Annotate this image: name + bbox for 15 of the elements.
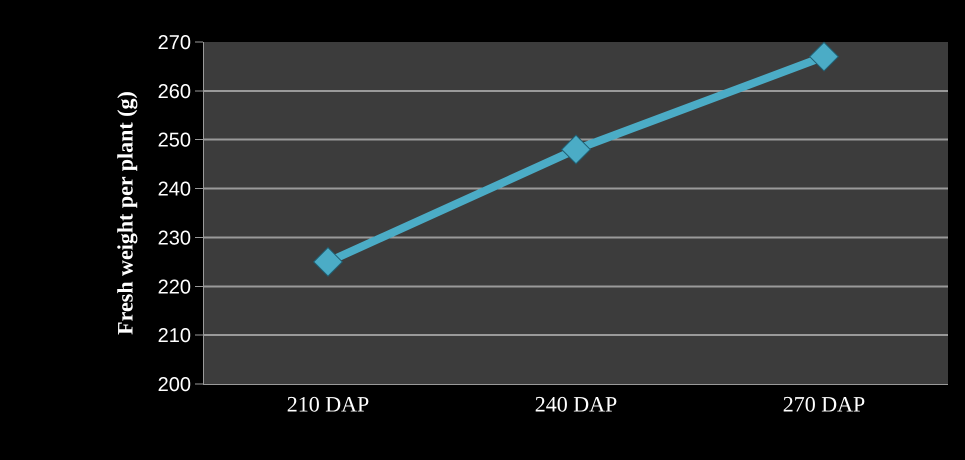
y-tick-label: 220 bbox=[158, 276, 191, 298]
y-tick-label: 250 bbox=[158, 130, 191, 152]
point bbox=[809, 42, 839, 72]
x-tick-label: 270 DAP bbox=[782, 391, 866, 416]
y-axis-title: Fresh weight per plant (g) bbox=[112, 91, 138, 335]
y-tick-label: 270 bbox=[158, 32, 191, 54]
y-tick-label: 260 bbox=[158, 80, 191, 103]
point bbox=[561, 134, 591, 164]
y-tick-label: 210 bbox=[158, 325, 191, 348]
y-tick-label: 200 bbox=[158, 374, 191, 396]
x-tick-label: 210 DAP bbox=[286, 391, 370, 416]
y-tick-label: 240 bbox=[158, 178, 191, 201]
x-tick-label: 240 DAP bbox=[534, 391, 618, 416]
y-tick-label: 230 bbox=[158, 227, 191, 250]
point bbox=[313, 247, 343, 277]
